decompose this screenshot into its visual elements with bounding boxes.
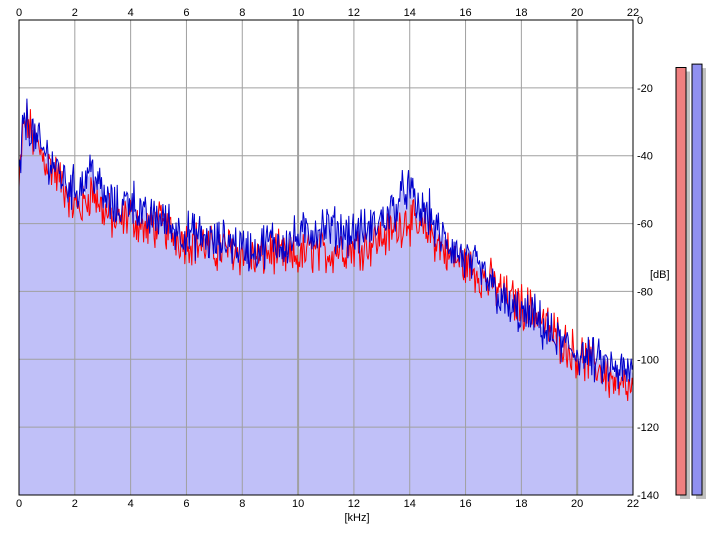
x-tick-label-bottom: 4	[128, 498, 134, 510]
series-line-right	[18, 98, 634, 389]
x-tick-label-bottom: 22	[627, 498, 639, 510]
tick-labels: 002244668810101212141416161818202022220-…	[16, 7, 659, 510]
x-tick-label-top: 2	[72, 7, 78, 19]
spectrum-fill-area	[19, 102, 633, 495]
y-tick-label: -120	[637, 422, 659, 434]
x-tick-label-top: 22	[627, 7, 639, 19]
series-layer	[18, 98, 634, 402]
level-meters	[675, 63, 706, 499]
x-tick-label-top: 12	[348, 7, 360, 19]
x-tick-label-bottom: 18	[515, 498, 527, 510]
x-tick-label-top: 6	[183, 7, 189, 19]
x-tick-label-top: 10	[292, 7, 304, 19]
x-tick-label-bottom: 6	[183, 498, 189, 510]
x-tick-label-bottom: 0	[16, 498, 22, 510]
y-tick-label: -140	[637, 490, 659, 502]
x-tick-label-top: 18	[515, 7, 527, 19]
y-tick-label: -60	[637, 219, 653, 231]
x-tick-label-bottom: 14	[404, 498, 416, 510]
x-tick-label-bottom: 12	[348, 498, 360, 510]
y-tick-label: -40	[637, 151, 653, 163]
y-tick-label: 0	[637, 15, 643, 27]
level-meter-left	[675, 67, 687, 496]
x-tick-label-bottom: 2	[72, 498, 78, 510]
y-tick-label: -20	[637, 83, 653, 95]
x-tick-label-bottom: 10	[292, 498, 304, 510]
x-tick-label-top: 8	[239, 7, 245, 19]
level-meter-right	[691, 63, 703, 496]
x-tick-label-top: 16	[459, 7, 471, 19]
x-tick-label-bottom: 16	[459, 498, 471, 510]
x-tick-label-top: 0	[16, 7, 22, 19]
y-tick-label: -80	[637, 286, 653, 298]
x-tick-label-bottom: 20	[571, 498, 583, 510]
y-axis-title: [dB]	[650, 269, 670, 281]
x-tick-label-bottom: 8	[239, 498, 245, 510]
series-line-left	[18, 102, 634, 402]
x-tick-label-top: 20	[571, 7, 583, 19]
x-axis-title: [kHz]	[344, 512, 369, 524]
x-tick-label-top: 14	[404, 7, 416, 19]
x-tick-label-top: 4	[128, 7, 134, 19]
y-tick-label: -100	[637, 354, 659, 366]
plot-frame	[18, 19, 634, 496]
